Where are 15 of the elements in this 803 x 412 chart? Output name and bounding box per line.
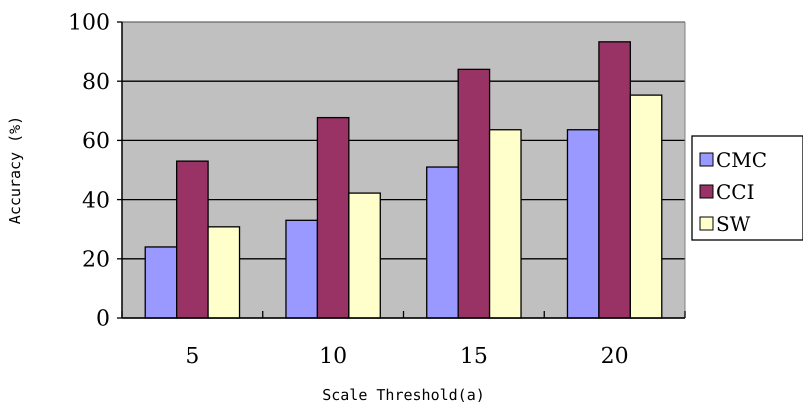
y-tick-label: 60 xyxy=(82,129,110,154)
y-tick-label: 0 xyxy=(96,306,110,332)
y-tick-label: 20 xyxy=(82,248,110,272)
x-tick-label: 5 xyxy=(185,344,200,369)
y-axis-title: Accuracy (%) xyxy=(6,116,24,224)
y-tick-label: 80 xyxy=(82,70,110,95)
y-tick-label: 100 xyxy=(68,10,110,36)
x-tick-label: 20 xyxy=(600,344,629,369)
legend-label: CMC xyxy=(716,148,768,172)
x-tick-label: 15 xyxy=(460,344,488,369)
y-tick-label: 40 xyxy=(82,188,110,214)
x-axis-title: Scale Threshold(a) xyxy=(322,386,485,404)
legend-label: SW xyxy=(716,212,751,236)
x-tick-label: 10 xyxy=(319,344,348,369)
legend-label: CCI xyxy=(716,180,755,204)
